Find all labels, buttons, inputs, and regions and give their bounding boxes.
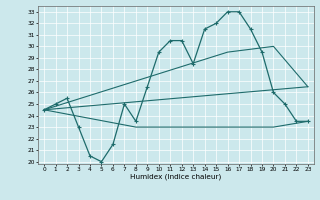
- X-axis label: Humidex (Indice chaleur): Humidex (Indice chaleur): [130, 174, 222, 180]
